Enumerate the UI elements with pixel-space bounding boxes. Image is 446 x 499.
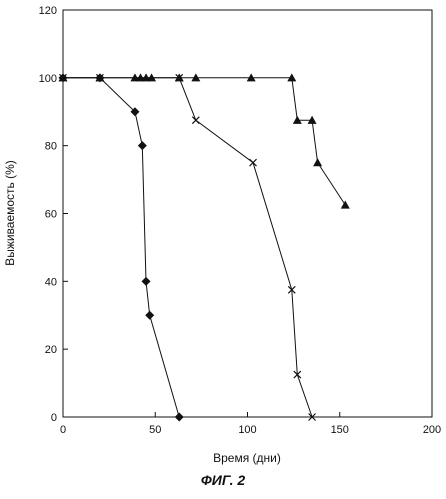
x-tick-label: 0 (60, 424, 66, 436)
y-axis-label: Выживаемость (%) (3, 160, 17, 266)
data-point-cross (249, 158, 257, 167)
data-point-cross (191, 116, 200, 125)
y-tick-label: 100 (39, 73, 57, 85)
data-point-diamond (145, 310, 155, 320)
data-point-triangle (246, 73, 256, 82)
data-point-diamond (137, 141, 147, 151)
data-point-triangle (307, 115, 317, 124)
x-tick-label: 100 (238, 424, 256, 436)
series-layer (58, 73, 350, 422)
series-line-cross (63, 77, 313, 418)
plot-area (62, 9, 433, 418)
y-tick-label: 40 (45, 276, 57, 288)
data-point-diamond (130, 107, 140, 117)
data-point-triangle (147, 73, 157, 82)
data-point-triangle (340, 200, 350, 209)
y-tick-label: 120 (39, 5, 57, 17)
x-tick-label: 200 (423, 424, 441, 436)
data-point-cross (308, 413, 316, 421)
series-triangle (58, 73, 350, 209)
data-point-triangle (58, 73, 68, 82)
data-point-diamond (174, 412, 184, 422)
series-diamond (58, 73, 184, 422)
x-axis: 0 50 100 150 200 (60, 412, 441, 436)
x-tick-label: 50 (149, 424, 161, 436)
data-point-triangle (95, 73, 105, 82)
data-point-triangle (292, 115, 302, 124)
series-line-triangle (63, 77, 346, 206)
x-tick-label: 150 (331, 424, 349, 436)
series-line-diamond (63, 77, 180, 418)
y-tick-label: 60 (45, 209, 57, 221)
x-axis-label: Время (дни) (213, 451, 281, 465)
y-tick-label: 80 (45, 141, 57, 153)
data-point-triangle (313, 158, 323, 167)
data-point-diamond (141, 276, 151, 286)
data-point-triangle (191, 73, 201, 82)
data-point-triangle (287, 73, 297, 82)
series-cross (59, 73, 316, 421)
y-tick-label: 20 (45, 344, 57, 356)
data-point-cross (293, 370, 302, 379)
data-point-triangle (174, 73, 184, 82)
figure-caption: ФИГ. 2 (200, 472, 246, 488)
data-point-cross (287, 285, 296, 294)
y-tick-label: 0 (51, 412, 57, 424)
y-axis: 0 20 40 60 80 100 120 (39, 5, 68, 424)
